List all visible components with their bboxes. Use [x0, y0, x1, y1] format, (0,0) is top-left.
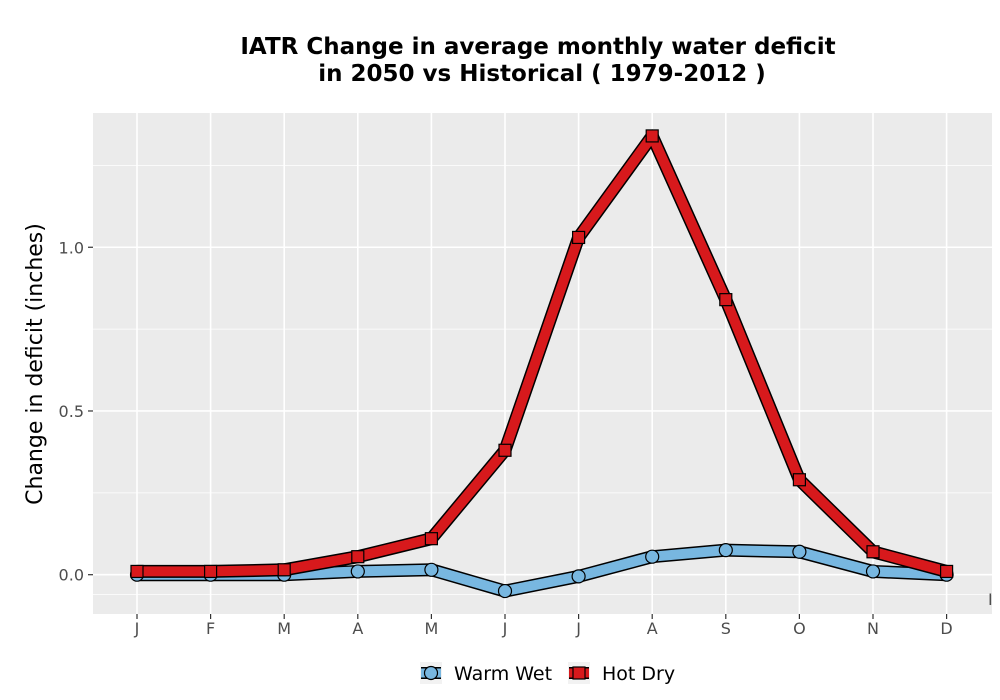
point-0-7: [645, 549, 660, 564]
point-1-4: [424, 532, 438, 546]
x-tick-label-5: J: [502, 619, 508, 638]
point-0-6: [571, 569, 586, 584]
x-tick-label-11: D: [940, 619, 952, 638]
point-1-6: [571, 230, 586, 245]
point-0-10: [865, 564, 881, 579]
grid-major: [93, 113, 992, 614]
x-tick-label-0: J: [134, 619, 140, 638]
legend-item-1: Hot Dry: [568, 662, 675, 685]
x-tick-label-7: A: [647, 619, 658, 638]
x-tick-label-1: F: [206, 619, 215, 638]
x-tick-label-6: J: [575, 619, 581, 638]
edge-label: I: [988, 590, 993, 609]
x-tick-label-2: M: [277, 619, 291, 638]
point-0-5: [497, 583, 513, 599]
series-layer: [129, 129, 954, 599]
point-0-8: [718, 543, 733, 558]
y-axis-label: Change in deficit (inches): [23, 223, 48, 505]
point-1-0: [130, 564, 144, 579]
point-0-4: [424, 562, 439, 577]
chart-title-line2: in 2050 vs Historical ( 1979-2012 ): [318, 61, 765, 87]
series-1: [130, 129, 954, 579]
y-tick-label-2: 1.0: [59, 238, 84, 257]
x-tick-label-4: M: [424, 619, 438, 638]
point-0-9: [792, 544, 807, 559]
legend-key-marker-1: [572, 666, 586, 680]
legend-item-0: Warm Wet: [420, 662, 552, 685]
legend: Warm Wet Hot Dry: [420, 662, 675, 685]
point-1-1: [204, 564, 218, 579]
point-1-7: [645, 129, 659, 143]
legend-label-0: Warm Wet: [454, 663, 552, 685]
series-line-1: [132, 130, 952, 577]
x-tick-label-3: A: [352, 619, 363, 638]
point-1-2: [277, 563, 291, 577]
y-tick-label-1: 0.5: [59, 402, 84, 421]
chart-title-line1: IATR Change in average monthly water def…: [240, 34, 835, 60]
legend-key-marker-0: [423, 665, 439, 681]
x-tick-label-10: N: [867, 619, 879, 638]
point-1-9: [792, 473, 807, 487]
x-tick-label-9: O: [793, 619, 806, 638]
point-1-8: [719, 293, 733, 307]
point-1-3: [351, 550, 365, 564]
y-tick-label-0: 0.0: [59, 566, 84, 585]
y-axis: 0.0 0.5 1.0: [59, 238, 93, 585]
point-1-10: [866, 545, 880, 559]
legend-label-1: Hot Dry: [602, 663, 675, 685]
x-tick-label-8: S: [721, 619, 731, 638]
point-1-11: [939, 564, 954, 579]
point-1-5: [498, 443, 512, 457]
point-0-3: [350, 564, 365, 579]
